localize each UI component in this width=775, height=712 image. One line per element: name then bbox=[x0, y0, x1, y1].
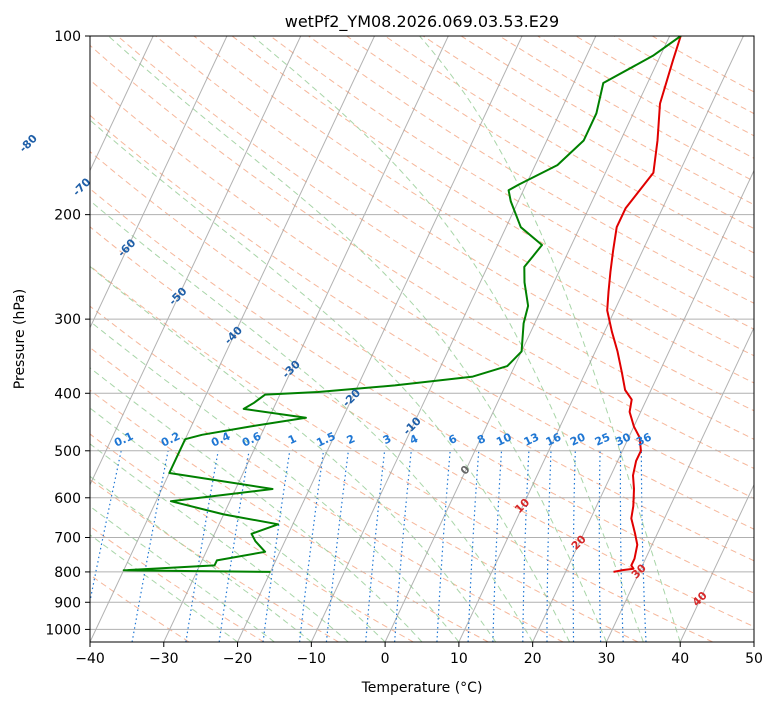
y-tick-label: 300 bbox=[54, 312, 81, 328]
y-tick-label: 100 bbox=[54, 29, 81, 45]
y-tick-label: 1000 bbox=[45, 622, 81, 638]
y-tick-label: 600 bbox=[54, 491, 81, 507]
y-tick-label: 800 bbox=[54, 565, 81, 581]
y-tick-label: 500 bbox=[54, 444, 81, 460]
y-tick-label: 900 bbox=[54, 595, 81, 611]
x-axis-label: Temperature (°C) bbox=[361, 680, 483, 696]
x-tick-label: 0 bbox=[381, 651, 390, 667]
x-tick-label: 20 bbox=[524, 651, 542, 667]
y-tick-label: 400 bbox=[54, 386, 81, 402]
y-tick-label: 700 bbox=[54, 531, 81, 547]
x-tick-label: 50 bbox=[745, 651, 763, 667]
x-tick-label: 40 bbox=[671, 651, 689, 667]
x-tick-label: −40 bbox=[75, 651, 105, 667]
chart-title: wetPf2_YM08.2026.069.03.53.E29 bbox=[285, 12, 559, 32]
x-tick-label: 10 bbox=[450, 651, 468, 667]
x-tick-label: −20 bbox=[223, 651, 253, 667]
y-axis-label: Pressure (hPa) bbox=[12, 289, 28, 389]
x-tick-label: 30 bbox=[598, 651, 616, 667]
y-tick-label: 200 bbox=[54, 208, 81, 224]
x-tick-label: −10 bbox=[297, 651, 327, 667]
x-tick-label: −30 bbox=[149, 651, 179, 667]
